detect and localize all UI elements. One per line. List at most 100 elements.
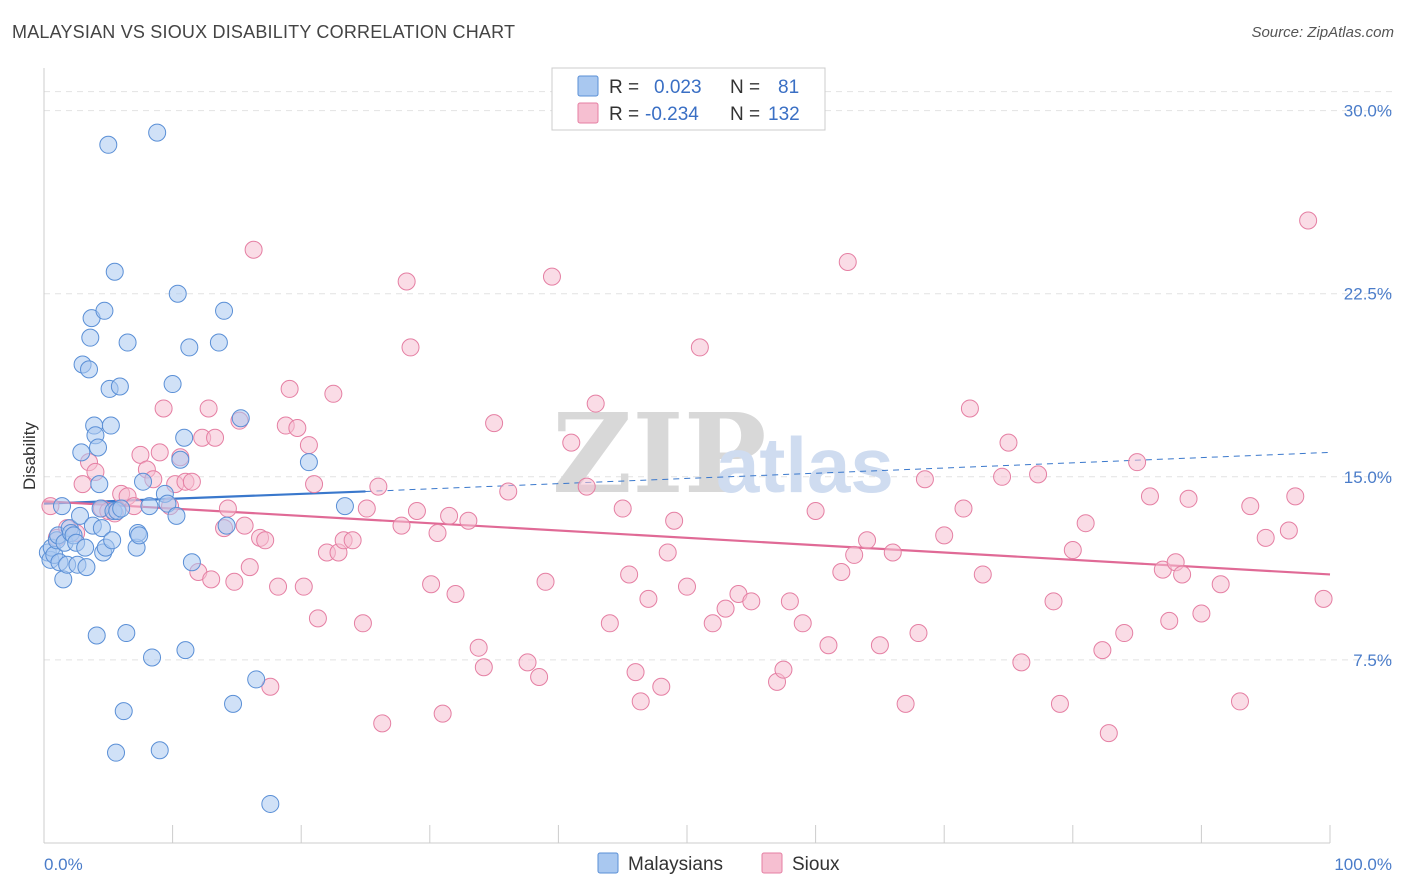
series-legend-label-sioux: Sioux bbox=[792, 854, 840, 875]
point-malaysians-61 bbox=[171, 450, 190, 469]
point-sioux-57 bbox=[401, 338, 420, 357]
point-sioux-54 bbox=[373, 714, 392, 733]
point-sioux-101 bbox=[870, 636, 889, 655]
point-sioux-130 bbox=[1230, 692, 1249, 711]
point-sioux-78 bbox=[620, 565, 639, 584]
point-malaysians-17 bbox=[72, 443, 91, 462]
point-sioux-122 bbox=[1140, 487, 1159, 506]
trend-line-sioux bbox=[43, 500, 1331, 576]
point-sioux-133 bbox=[1279, 521, 1298, 540]
point-malaysians-55 bbox=[150, 741, 169, 760]
point-sioux-38 bbox=[269, 577, 288, 596]
point-sioux-84 bbox=[665, 511, 684, 530]
point-sioux-75 bbox=[586, 394, 605, 413]
point-sioux-110 bbox=[993, 467, 1012, 486]
point-sioux-59 bbox=[422, 575, 441, 594]
point-malaysians-29 bbox=[90, 475, 109, 494]
point-sioux-96 bbox=[819, 636, 838, 655]
point-sioux-55 bbox=[392, 516, 411, 535]
point-sioux-60 bbox=[428, 523, 447, 542]
point-sioux-63 bbox=[446, 584, 465, 603]
point-sioux-44 bbox=[305, 475, 324, 494]
point-sioux-136 bbox=[1314, 589, 1333, 608]
point-sioux-26 bbox=[202, 570, 221, 589]
point-malaysians-44 bbox=[112, 499, 131, 518]
point-sioux-47 bbox=[324, 384, 343, 403]
y-tick-labels: 7.5% 15.0% 22.5% 30.0% bbox=[1344, 102, 1392, 670]
axes bbox=[43, 68, 1331, 844]
point-malaysians-53 bbox=[143, 648, 162, 667]
point-malaysians-68 bbox=[217, 516, 236, 535]
point-sioux-40 bbox=[280, 379, 299, 398]
point-sioux-93 bbox=[780, 592, 799, 611]
point-sioux-27 bbox=[206, 428, 225, 447]
point-sioux-98 bbox=[838, 252, 857, 271]
point-sioux-114 bbox=[1044, 592, 1063, 611]
x-tick-label-1: 100.0% bbox=[1334, 855, 1392, 874]
point-sioux-58 bbox=[407, 501, 426, 520]
point-malaysians-52 bbox=[140, 497, 159, 516]
series-legend: Malaysians Sioux bbox=[597, 852, 840, 875]
point-sioux-30 bbox=[225, 572, 244, 591]
point-sioux-41 bbox=[288, 418, 307, 437]
point-sioux-116 bbox=[1063, 541, 1082, 560]
point-sioux-120 bbox=[1115, 624, 1134, 643]
point-sioux-64 bbox=[459, 511, 478, 530]
point-malaysians-37 bbox=[101, 416, 120, 435]
point-sioux-109 bbox=[973, 565, 992, 584]
legend-n-value-2: 132 bbox=[768, 104, 800, 125]
x-tick-label-0: 0.0% bbox=[44, 855, 83, 874]
point-sioux-73 bbox=[562, 433, 581, 452]
point-sioux-32 bbox=[235, 516, 254, 535]
point-sioux-80 bbox=[631, 692, 650, 711]
point-sioux-92 bbox=[774, 660, 793, 679]
point-sioux-45 bbox=[308, 609, 327, 628]
legend-n-value-1: 81 bbox=[778, 77, 799, 98]
point-malaysians-59 bbox=[167, 506, 186, 525]
point-sioux-97 bbox=[832, 563, 851, 582]
point-sioux-68 bbox=[499, 482, 518, 501]
point-sioux-77 bbox=[613, 499, 632, 518]
point-malaysians-65 bbox=[182, 553, 201, 572]
y-tick-label-0: 7.5% bbox=[1353, 651, 1392, 670]
point-sioux-95 bbox=[806, 501, 825, 520]
point-sioux-94 bbox=[793, 614, 812, 633]
point-sioux-17 bbox=[154, 399, 173, 418]
point-sioux-117 bbox=[1076, 514, 1095, 533]
point-sioux-88 bbox=[716, 599, 735, 618]
series-legend-label-malaysians: Malaysians bbox=[628, 854, 723, 875]
point-sioux-4 bbox=[73, 475, 92, 494]
point-sioux-67 bbox=[485, 414, 504, 433]
point-malaysians-46 bbox=[117, 624, 136, 643]
point-sioux-52 bbox=[357, 499, 376, 518]
point-sioux-135 bbox=[1299, 211, 1318, 230]
point-sioux-115 bbox=[1050, 694, 1069, 713]
point-sioux-66 bbox=[474, 658, 493, 677]
point-sioux-100 bbox=[858, 531, 877, 550]
point-sioux-106 bbox=[935, 526, 954, 545]
point-malaysians-7 bbox=[53, 497, 72, 516]
point-sioux-25 bbox=[199, 399, 218, 418]
point-sioux-107 bbox=[954, 499, 973, 518]
point-sioux-50 bbox=[343, 531, 362, 550]
point-sioux-118 bbox=[1093, 641, 1112, 660]
point-malaysians-50 bbox=[130, 526, 149, 545]
point-malaysians-57 bbox=[158, 494, 177, 513]
chart-source: Source: ZipAtlas.com bbox=[1251, 24, 1394, 41]
point-sioux-53 bbox=[369, 477, 388, 496]
point-malaysians-43 bbox=[110, 377, 129, 396]
point-sioux-103 bbox=[896, 694, 915, 713]
correlation-legend: R = 0.023 N = 81 R = -0.234 N = 132 bbox=[551, 67, 826, 131]
point-malaysians-41 bbox=[107, 743, 126, 762]
point-sioux-34 bbox=[244, 240, 263, 259]
point-sioux-90 bbox=[742, 592, 761, 611]
point-sioux-51 bbox=[353, 614, 372, 633]
point-malaysians-51 bbox=[134, 472, 153, 491]
point-malaysians-35 bbox=[99, 135, 118, 154]
point-malaysians-19 bbox=[76, 538, 95, 557]
x-tick-labels: 0.0% 100.0% bbox=[44, 855, 1392, 874]
point-sioux-29 bbox=[218, 499, 237, 518]
point-sioux-37 bbox=[261, 677, 280, 696]
legend-swatch-malaysians bbox=[577, 75, 599, 97]
